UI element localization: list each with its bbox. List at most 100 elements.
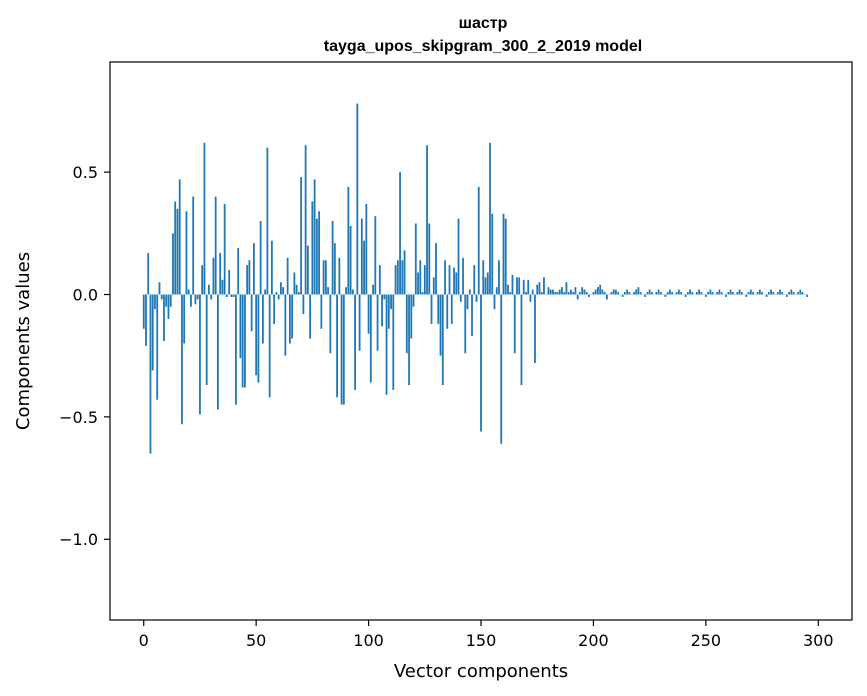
bar [536, 284, 539, 295]
bar [655, 292, 658, 295]
bar [628, 292, 631, 295]
bar [304, 145, 307, 295]
bar [342, 294, 345, 405]
bar [208, 284, 210, 295]
bar [174, 201, 177, 295]
bar [644, 294, 647, 297]
bar [495, 287, 498, 295]
bar [194, 294, 197, 305]
bar [378, 265, 381, 295]
bar [205, 294, 208, 386]
bar [772, 292, 775, 295]
bar [306, 245, 309, 295]
bar [322, 260, 325, 295]
bar [473, 265, 476, 295]
bar [792, 292, 795, 295]
bar [522, 279, 525, 295]
bar [313, 179, 316, 295]
bar [419, 260, 422, 295]
bar [320, 294, 323, 329]
bar [574, 287, 577, 295]
bar [646, 292, 649, 295]
bar [552, 289, 554, 295]
bar [558, 289, 561, 295]
bar [585, 292, 588, 295]
bar [232, 294, 235, 297]
bar [412, 294, 415, 307]
bar [529, 294, 532, 302]
bar [432, 277, 435, 295]
bar [315, 218, 318, 295]
bar [376, 294, 379, 351]
bar [466, 294, 469, 310]
bar [450, 294, 453, 324]
bar [385, 294, 388, 395]
bar [525, 292, 527, 295]
bar [520, 294, 523, 386]
bar [324, 260, 327, 295]
bar [158, 282, 161, 295]
bar [482, 260, 485, 295]
bar [293, 272, 296, 295]
bar [462, 257, 464, 295]
bar [689, 289, 692, 295]
bar [333, 243, 336, 295]
x-tick-label: 0 [139, 631, 149, 650]
chart-subtitle: tayga_upos_skipgram_300_2_2019 model [324, 38, 642, 55]
bar [686, 292, 689, 295]
bar [244, 294, 246, 388]
bar [356, 103, 359, 295]
bar [270, 240, 273, 295]
bar [228, 270, 231, 295]
bar [752, 292, 754, 295]
bar [554, 292, 557, 295]
bar [511, 274, 514, 295]
bar [770, 289, 772, 295]
bar [394, 265, 397, 295]
x-tick-label: 50 [246, 631, 266, 650]
bar [790, 289, 793, 295]
bar [210, 294, 213, 300]
x-tick-label: 100 [353, 631, 384, 650]
bar [351, 289, 354, 295]
bar [167, 294, 170, 319]
bar [471, 294, 473, 337]
x-tick-label: 250 [691, 631, 722, 650]
bar [579, 292, 581, 295]
bar [491, 213, 494, 295]
bar [201, 265, 204, 295]
bar [369, 294, 372, 383]
bar [178, 179, 181, 295]
bar [410, 294, 413, 339]
bar [181, 294, 183, 425]
bar [421, 292, 424, 295]
bar [444, 260, 446, 295]
bar [309, 294, 312, 339]
bar [666, 292, 669, 295]
bar [477, 186, 480, 295]
bar [480, 294, 482, 432]
bar [151, 294, 154, 371]
bar [340, 294, 343, 405]
bar [538, 282, 541, 295]
bar [262, 294, 264, 344]
bar [475, 294, 478, 302]
bar [248, 260, 251, 295]
bar [354, 294, 356, 390]
y-tick-label: −0.5 [59, 408, 98, 427]
bar [527, 279, 530, 295]
bar [761, 292, 763, 295]
bar [799, 289, 802, 295]
bar [455, 272, 458, 295]
bar [736, 292, 739, 295]
bar [657, 289, 660, 295]
bar [671, 292, 674, 295]
bar [659, 292, 662, 295]
y-tick-label: 0.5 [73, 163, 98, 182]
bar [464, 294, 467, 354]
bar [801, 292, 804, 295]
bar [266, 147, 269, 295]
bar [428, 223, 431, 295]
bar [747, 292, 750, 295]
bar [295, 284, 298, 295]
